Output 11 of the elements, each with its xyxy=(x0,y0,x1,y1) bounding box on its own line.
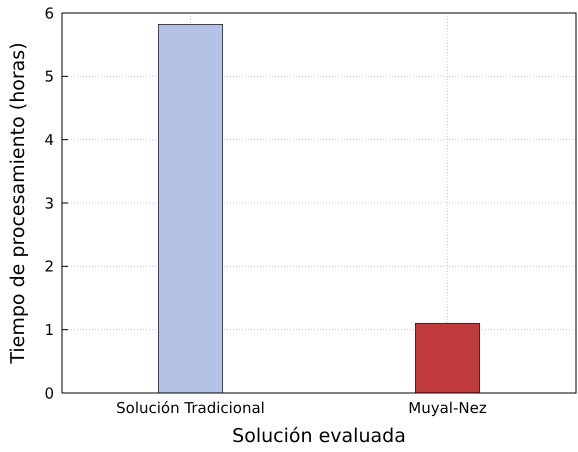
y-tick-label: 1 xyxy=(44,320,54,339)
y-tick-label: 3 xyxy=(44,194,54,212)
x-tick-label: Solución Tradicional xyxy=(116,399,265,417)
x-axis-title: Solución evaluada xyxy=(232,425,406,447)
y-tick-label: 5 xyxy=(44,68,54,86)
y-tick-label: 4 xyxy=(44,130,54,149)
y-tick-label: 6 xyxy=(44,4,54,22)
y-axis-title: Tiempo de procesamiento (horas) xyxy=(7,42,29,365)
y-tick-label: 0 xyxy=(44,384,54,402)
y-tick-label: 2 xyxy=(44,258,54,276)
x-tick-label: Muyal-Nez xyxy=(408,399,487,417)
